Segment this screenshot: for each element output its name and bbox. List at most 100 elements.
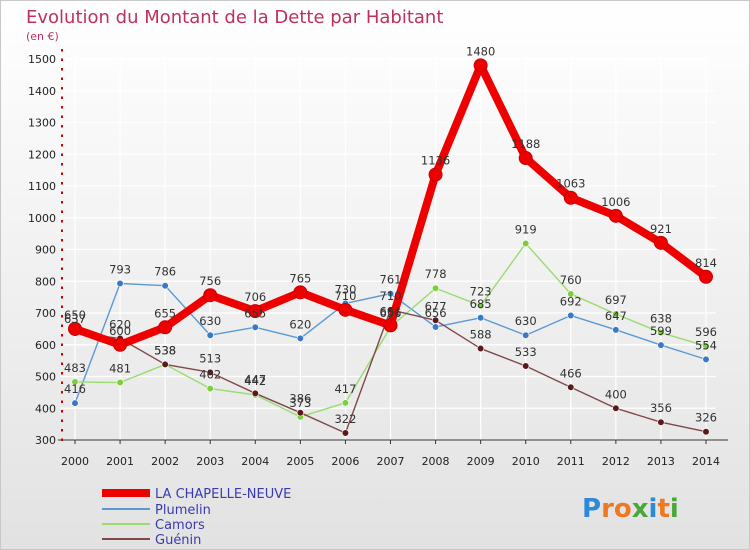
logo-letter: t <box>657 494 669 524</box>
y-tick-label: 800 <box>35 275 56 288</box>
y-axis-mark <box>61 239 63 242</box>
data-label-guenin: 400 <box>605 387 627 401</box>
legend-label-plumelin: Plumelin <box>155 503 211 518</box>
data-label-plumelin: 416 <box>64 382 86 396</box>
data-point-plumelin <box>386 290 395 298</box>
y-tick-label: 1500 <box>28 53 56 66</box>
data-label-camors: 462 <box>199 368 221 382</box>
y-axis-mark <box>61 153 63 156</box>
data-point-la-chapelle-neuve <box>428 167 443 182</box>
data-point-guenin <box>296 409 304 417</box>
y-axis-mark <box>61 229 63 232</box>
y-tick-label: 600 <box>35 339 56 352</box>
data-label-la-chapelle-neuve: 1136 <box>421 154 450 168</box>
y-axis-mark <box>61 49 63 52</box>
y-axis-mark <box>61 438 63 441</box>
data-point-guenin <box>431 316 440 324</box>
data-point-plumelin <box>431 323 440 331</box>
data-point-la-chapelle-neuve <box>248 304 263 319</box>
x-tick-label: 2007 <box>377 455 405 468</box>
data-point-guenin <box>657 418 665 426</box>
data-point-la-chapelle-neuve <box>383 318 398 333</box>
data-point-camors <box>206 384 214 393</box>
data-point-la-chapelle-neuve <box>203 288 218 303</box>
series-la-chapelle-neuve <box>68 58 713 352</box>
data-point-la-chapelle-neuve <box>699 269 713 284</box>
y-axis-mark <box>61 96 63 99</box>
data-point-camors <box>477 302 485 310</box>
data-point-la-chapelle-neuve <box>158 320 173 335</box>
y-axis-mark <box>61 391 63 394</box>
x-tick-label: 2011 <box>557 455 585 468</box>
data-point-plumelin <box>522 331 530 339</box>
data-label-la-chapelle-neuve: 710 <box>334 289 356 303</box>
y-axis-mark <box>61 134 63 137</box>
chart-title: Evolution du Montant de la Dette par Hab… <box>26 7 443 28</box>
data-label-camors: 417 <box>334 382 356 396</box>
data-label-camors: 778 <box>425 267 447 281</box>
x-tick-label: 2012 <box>602 455 630 468</box>
y-axis-mark <box>61 353 63 356</box>
y-tick-label: 1100 <box>28 180 56 193</box>
data-label-la-chapelle-neuve: 921 <box>650 222 672 236</box>
data-label-camors: 697 <box>605 293 627 307</box>
data-point-camors <box>657 329 665 337</box>
y-tick-label: 1000 <box>28 212 56 225</box>
y-axis-mark <box>61 429 63 432</box>
legend-label-la-chapelle-neuve: LA CHAPELLE-NEUVE <box>155 487 291 502</box>
data-label-la-chapelle-neuve: 661 <box>380 304 402 318</box>
y-axis-mark <box>61 324 63 327</box>
data-label-plumelin: 786 <box>154 265 176 279</box>
data-label-camors: 538 <box>154 343 176 357</box>
y-axis-mark <box>61 77 63 80</box>
data-label-plumelin: 730 <box>334 282 356 296</box>
data-point-la-chapelle-neuve <box>293 285 308 300</box>
data-point-plumelin <box>657 341 665 349</box>
y-axis-mark <box>61 201 63 204</box>
data-label-guenin: 466 <box>560 366 582 380</box>
y-axis-mark <box>61 267 63 270</box>
chart-subtitle: (en €) <box>26 30 59 43</box>
data-label-camors: 442 <box>244 374 266 388</box>
data-label-la-chapelle-neuve: 1006 <box>601 195 630 209</box>
proxiti-logo: Proxiti <box>582 494 679 524</box>
data-label-la-chapelle-neuve: 765 <box>289 271 311 285</box>
y-axis-mark <box>61 400 63 403</box>
data-label-camors: 723 <box>470 285 492 299</box>
data-label-la-chapelle-neuve: 655 <box>154 306 176 320</box>
data-point-guenin <box>477 344 485 353</box>
data-label-plumelin: 692 <box>560 295 582 309</box>
data-label-guenin: 637 <box>64 312 86 326</box>
data-label-guenin: 386 <box>289 392 311 406</box>
y-axis-mark <box>61 58 63 61</box>
series-plumelin <box>71 279 710 407</box>
x-tick-label: 2004 <box>241 455 269 468</box>
y-tick-label: 300 <box>35 434 56 447</box>
y-axis-mark <box>61 362 63 365</box>
legend: LA CHAPELLE-NEUVE Plumelin Camors Guénin <box>102 487 291 548</box>
x-tick-label: 2006 <box>331 455 359 468</box>
x-tick-label: 2003 <box>196 455 224 468</box>
data-point-plumelin <box>251 323 259 331</box>
y-axis-mark <box>61 210 63 213</box>
data-point-plumelin <box>702 355 710 363</box>
data-label-la-chapelle-neuve: 814 <box>695 256 717 270</box>
y-axis-mark <box>61 87 63 90</box>
data-point-la-chapelle-neuve <box>338 302 353 317</box>
data-point-la-chapelle-neuve <box>473 58 488 73</box>
data-label-plumelin: 761 <box>380 273 402 287</box>
data-label-la-chapelle-neuve: 1063 <box>556 177 585 191</box>
y-axis-mark <box>61 248 63 251</box>
data-label-guenin: 620 <box>109 317 131 331</box>
data-label-camors: 481 <box>109 362 131 376</box>
data-label-guenin: 538 <box>154 343 176 357</box>
data-label-la-chapelle-neuve: 650 <box>64 308 86 322</box>
x-tick-label: 2005 <box>286 455 314 468</box>
x-tick-label: 2000 <box>61 455 89 468</box>
logo-wordmark: Proxiti <box>582 494 679 524</box>
data-point-guenin <box>206 368 214 376</box>
y-axis-mark <box>61 182 63 185</box>
data-label-plumelin: 599 <box>650 324 672 338</box>
